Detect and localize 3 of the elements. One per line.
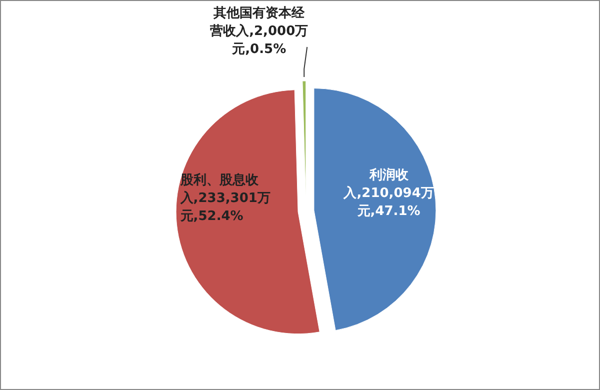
slice-label: 股利、股息收入,233,301万元,52.4% (180, 172, 272, 226)
slice-label: 利润收入,210,094万元,47.1% (342, 167, 435, 222)
slice-label: 其他国有资本经营收入,2,000万元,0.5% (209, 5, 310, 59)
